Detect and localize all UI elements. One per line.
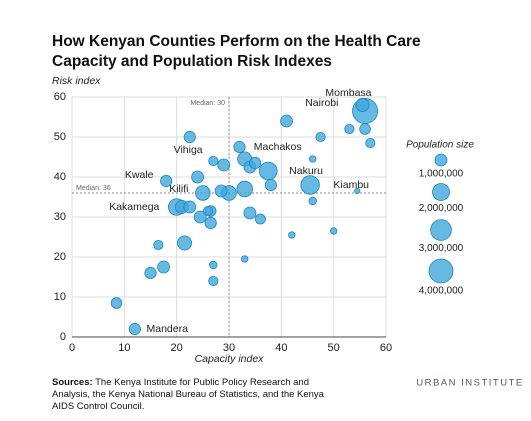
bubble xyxy=(209,260,218,270)
bubble xyxy=(300,175,320,195)
bubble xyxy=(233,140,246,154)
median-label: Median: 36 xyxy=(76,185,111,192)
sources-label: Sources: xyxy=(52,377,93,388)
x-tick-label: 20 xyxy=(171,342,183,354)
y-tick-label: 10 xyxy=(54,291,66,303)
bubble xyxy=(160,174,173,188)
x-tick-label: 10 xyxy=(118,342,130,354)
legend-label: 4,000,000 xyxy=(419,286,464,297)
legend-bubble xyxy=(430,219,452,241)
bubble xyxy=(128,322,141,336)
legend-label: 1,000,000 xyxy=(419,169,464,180)
bubble xyxy=(308,196,317,206)
legend-label: 3,000,000 xyxy=(419,243,464,254)
bubble xyxy=(195,185,211,201)
x-axis-label: Capacity index xyxy=(195,353,265,365)
y-tick-label: 20 xyxy=(54,251,66,263)
y-axis-label: Risk index xyxy=(52,75,101,87)
bubble xyxy=(354,187,361,195)
brand: URBAN INSTITUTE xyxy=(416,378,523,389)
bubble xyxy=(288,231,296,239)
bubble xyxy=(241,255,249,263)
bubble xyxy=(193,210,207,224)
sources-text: The Kenya Institute for Public Policy Re… xyxy=(52,377,324,412)
x-tick-label: 30 xyxy=(223,342,235,354)
median-label: Median: 30 xyxy=(190,100,225,107)
bubble xyxy=(208,155,219,167)
bubble xyxy=(183,130,196,144)
bubble xyxy=(329,227,338,235)
bubble xyxy=(355,98,370,112)
bubble xyxy=(236,180,253,198)
y-tick-label: 60 xyxy=(54,91,66,103)
bubble xyxy=(183,200,197,214)
y-tick-label: 30 xyxy=(54,211,66,223)
bubble xyxy=(258,161,278,181)
point-label: Mombasa xyxy=(325,87,371,99)
bubble xyxy=(254,213,266,225)
bubble xyxy=(110,297,123,309)
point-label: Nakuru xyxy=(289,165,323,177)
legend-label: 2,000,000 xyxy=(419,203,464,214)
bubble xyxy=(204,216,217,230)
point-label: Machakos xyxy=(254,141,302,153)
point-label: Nairobi xyxy=(305,97,338,109)
point-label: Kwale xyxy=(125,169,154,181)
bubble xyxy=(144,266,157,280)
legend-bubble xyxy=(432,183,450,201)
chart-title: Capacity and Population Risk Indexes xyxy=(52,53,332,70)
y-tick-label: 0 xyxy=(60,331,66,343)
point-label: Mandera xyxy=(146,323,188,335)
bubble xyxy=(264,178,277,192)
y-tick-label: 40 xyxy=(54,171,66,183)
bubble xyxy=(177,235,193,251)
bubble xyxy=(359,123,371,135)
point-label: Vihiga xyxy=(174,144,203,156)
bubble xyxy=(315,131,326,143)
x-tick-label: 50 xyxy=(328,342,340,354)
bubble xyxy=(249,156,262,170)
x-tick-label: 0 xyxy=(69,342,75,354)
chart-title: How Kenyan Counties Perform on the Healt… xyxy=(52,33,421,50)
point-label: Kakamega xyxy=(109,201,159,213)
x-tick-label: 60 xyxy=(380,342,392,354)
bubble xyxy=(280,114,293,128)
bubble xyxy=(153,239,164,251)
bubble xyxy=(344,123,355,135)
legend-title: Population size xyxy=(406,140,474,151)
bubble xyxy=(309,155,317,163)
bubble xyxy=(365,137,376,149)
x-tick-label: 40 xyxy=(275,342,287,354)
legend-bubble xyxy=(428,258,454,284)
bubble xyxy=(208,275,219,287)
sources: Sources: The Kenya Institute for Public … xyxy=(52,377,342,413)
bubble xyxy=(157,260,170,274)
bubble xyxy=(191,170,205,184)
bubble xyxy=(243,206,257,220)
y-tick-label: 50 xyxy=(54,131,66,143)
bubble xyxy=(203,205,214,217)
point-label: Kilifi xyxy=(169,183,188,195)
legend-bubble xyxy=(434,153,448,167)
bubble xyxy=(217,158,231,172)
point-label: Kiambu xyxy=(333,179,369,191)
bubble xyxy=(214,184,228,198)
